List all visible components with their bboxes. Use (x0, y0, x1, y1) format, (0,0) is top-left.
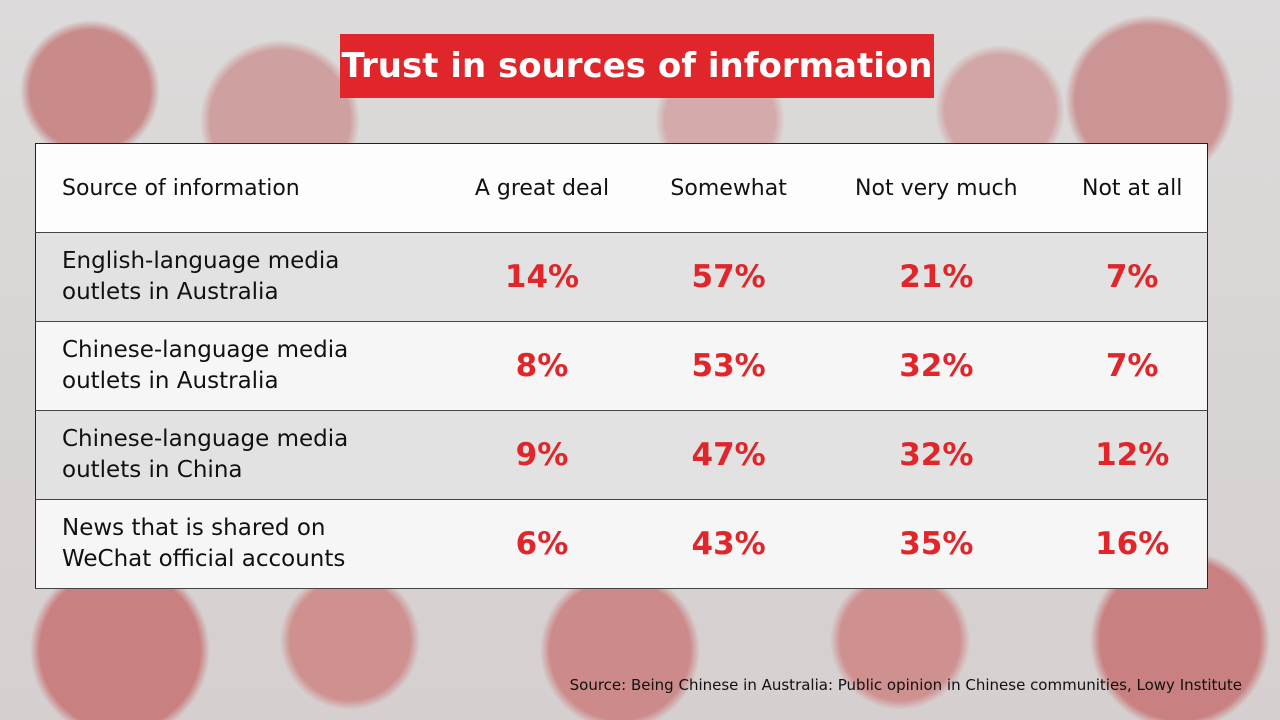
source-cell: Chinese-language media outlets in Austra… (35, 321, 442, 411)
value-cell: 6% (442, 499, 642, 589)
value-cell: 21% (815, 232, 1058, 322)
source-cell: Chinese-language media outlets in China (35, 410, 442, 500)
value-cell: 16% (1057, 499, 1208, 589)
column-header: Not at all (1057, 143, 1208, 233)
value-cell: 35% (815, 499, 1058, 589)
column-header: Not very much (815, 143, 1058, 233)
column-header: A great deal (442, 143, 642, 233)
value-cell: 14% (442, 232, 642, 322)
table-row: Chinese-language media outlets in China 9… (35, 410, 1208, 500)
trust-table: Source of information A great deal Somew… (35, 143, 1208, 589)
value-cell: 32% (815, 410, 1058, 500)
table-row: English-language media outlets in Austra… (35, 232, 1208, 322)
source-cell: English-language media outlets in Austra… (35, 232, 442, 322)
table-row: Chinese-language media outlets in Austra… (35, 321, 1208, 411)
column-header: Somewhat (641, 143, 816, 233)
table-row: News that is shared on WeChat official a… (35, 499, 1208, 589)
value-cell: 53% (641, 321, 816, 411)
header-row: Source of information A great deal Somew… (35, 143, 1208, 233)
value-cell: 7% (1057, 321, 1208, 411)
value-cell: 7% (1057, 232, 1208, 322)
source-cell: News that is shared on WeChat official a… (35, 499, 442, 589)
value-cell: 32% (815, 321, 1058, 411)
source-note: Source: Being Chinese in Australia: Publ… (569, 676, 1242, 694)
page-title: Trust in sources of information (340, 34, 934, 98)
value-cell: 9% (442, 410, 642, 500)
value-cell: 43% (641, 499, 816, 589)
value-cell: 47% (641, 410, 816, 500)
value-cell: 8% (442, 321, 642, 411)
value-cell: 12% (1057, 410, 1208, 500)
value-cell: 57% (641, 232, 816, 322)
column-header: Source of information (35, 143, 442, 233)
